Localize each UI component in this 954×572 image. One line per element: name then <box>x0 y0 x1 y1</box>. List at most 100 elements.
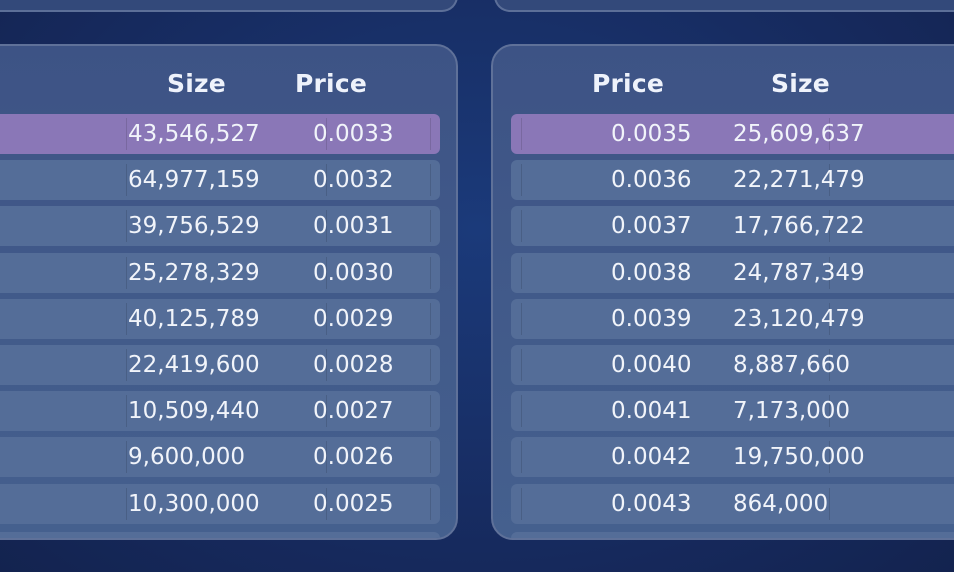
row-divider <box>126 256 127 289</box>
asks-row[interactable]: 0.0040 8,887,660 <box>511 345 954 385</box>
bids-size-cell: 22,419,600 <box>128 352 260 378</box>
asks-price-cell: 0.0037 <box>611 213 692 240</box>
bids-row[interactable]: 22,419,600 0.0028 <box>0 345 440 385</box>
row-divider <box>829 210 830 243</box>
asks-row[interactable]: 0.0043 864,000 <box>511 483 954 524</box>
row-divider <box>521 256 522 289</box>
bids-price-cell: 0.0032 <box>313 167 394 194</box>
row-divider <box>430 349 431 381</box>
row-divider <box>326 441 327 474</box>
row-divider <box>326 395 327 428</box>
asks-row[interactable]: 0.0041 7,173,000 <box>511 391 954 432</box>
row-divider <box>829 256 830 289</box>
bids-size-cell: 10,300,000 <box>128 490 260 517</box>
asks-row-highlighted[interactable]: 0.0035 25,609,637 <box>511 114 954 154</box>
row-divider <box>430 256 431 289</box>
row-divider <box>430 487 431 520</box>
bids-size-header: Size <box>167 69 226 98</box>
row-divider <box>126 395 127 428</box>
asks-size-cell: 7,173,000 <box>733 398 851 425</box>
row-divider <box>126 487 127 520</box>
bids-size-cell: 39,756,529 <box>128 213 260 240</box>
asks-size-cell: 23,120,479 <box>733 305 865 332</box>
asks-size-cell: 19,750,000 <box>733 444 865 471</box>
bids-size-cell: 40,125,789 <box>128 305 260 332</box>
row-divider <box>829 302 830 335</box>
asks-row[interactable]: 0.0042 19,750,000 <box>511 437 954 478</box>
row-divider <box>126 118 127 150</box>
bids-size-cell: 9,600,000 <box>128 444 246 471</box>
row-divider <box>326 118 327 150</box>
row-divider <box>829 487 830 520</box>
row-divider <box>430 164 431 197</box>
asks-price-cell: 0.0038 <box>611 259 692 286</box>
asks-size-cell: 17,766,722 <box>733 213 865 240</box>
row-divider <box>126 441 127 474</box>
asks-price-cell: 0.0041 <box>611 398 692 425</box>
bids-row[interactable]: 10,300,000 0.0025 <box>0 483 440 524</box>
row-divider <box>126 302 127 335</box>
row-divider <box>326 164 327 197</box>
bids-price-cell: 0.0026 <box>313 444 394 471</box>
row-divider <box>829 118 830 150</box>
row-divider <box>829 441 830 474</box>
asks-row[interactable]: 0.0039 23,120,479 <box>511 298 954 339</box>
row-divider <box>326 487 327 520</box>
bids-size-cell: 43,546,527 <box>128 121 260 147</box>
row-divider <box>829 349 830 381</box>
bids-price-cell: 0.0033 <box>313 121 394 147</box>
row-divider <box>521 395 522 428</box>
bids-row[interactable]: 40,125,789 0.0029 <box>0 298 440 339</box>
asks-size-cell: 22,271,479 <box>733 167 865 194</box>
bids-size-cell: 25,278,329 <box>128 259 260 286</box>
bids-row-highlighted[interactable]: 43,546,527 0.0033 <box>0 114 440 154</box>
row-divider <box>521 210 522 243</box>
bids-row[interactable]: 9,600,000 0.0026 <box>0 437 440 478</box>
asks-size-header: Size <box>771 69 830 98</box>
row-divider <box>126 164 127 197</box>
bids-row[interactable]: 25,278,329 0.0030 <box>0 252 440 293</box>
bids-price-cell: 0.0030 <box>313 259 394 286</box>
asks-row-stub <box>511 532 954 538</box>
asks-price-cell: 0.0035 <box>611 121 692 147</box>
asks-size-cell: 864,000 <box>733 490 829 517</box>
row-divider <box>521 487 522 520</box>
row-divider <box>521 118 522 150</box>
asks-size-cell: 8,887,660 <box>733 352 851 378</box>
top-right-panel <box>494 0 954 12</box>
bids-price-cell: 0.0031 <box>313 213 394 240</box>
row-divider <box>521 441 522 474</box>
row-divider <box>326 302 327 335</box>
bids-price-cell: 0.0029 <box>313 305 394 332</box>
bids-price-header: Price <box>295 69 367 98</box>
row-divider <box>430 441 431 474</box>
bids-row[interactable]: 64,977,159 0.0032 <box>0 160 440 201</box>
bids-price-cell: 0.0028 <box>313 352 394 378</box>
top-left-panel <box>0 0 458 12</box>
row-divider <box>521 164 522 197</box>
bids-price-cell: 0.0025 <box>313 490 394 517</box>
row-divider <box>326 210 327 243</box>
bids-row[interactable]: 39,756,529 0.0031 <box>0 206 440 247</box>
row-divider <box>126 349 127 381</box>
asks-row[interactable]: 0.0038 24,787,349 <box>511 252 954 293</box>
asks-row[interactable]: 0.0036 22,271,479 <box>511 160 954 201</box>
asks-panel: Price Size 0.0035 25,609,637 0.0036 22,271,… <box>491 44 954 540</box>
row-divider <box>430 118 431 150</box>
bids-row-stub <box>0 532 440 538</box>
asks-row[interactable]: 0.0037 17,766,722 <box>511 206 954 247</box>
asks-size-cell: 24,787,349 <box>733 259 865 286</box>
row-divider <box>521 349 522 381</box>
bids-price-cell: 0.0027 <box>313 398 394 425</box>
row-divider <box>326 349 327 381</box>
bids-panel: Size Price 43,546,527 0.0033 64,977,159 0.0… <box>0 44 458 540</box>
bids-size-cell: 10,509,440 <box>128 398 260 425</box>
asks-size-cell: 25,609,637 <box>733 121 865 147</box>
row-divider <box>829 395 830 428</box>
row-divider <box>430 302 431 335</box>
bids-row[interactable]: 10,509,440 0.0027 <box>0 391 440 432</box>
row-divider <box>126 210 127 243</box>
asks-price-header: Price <box>592 69 664 98</box>
row-divider <box>430 395 431 428</box>
